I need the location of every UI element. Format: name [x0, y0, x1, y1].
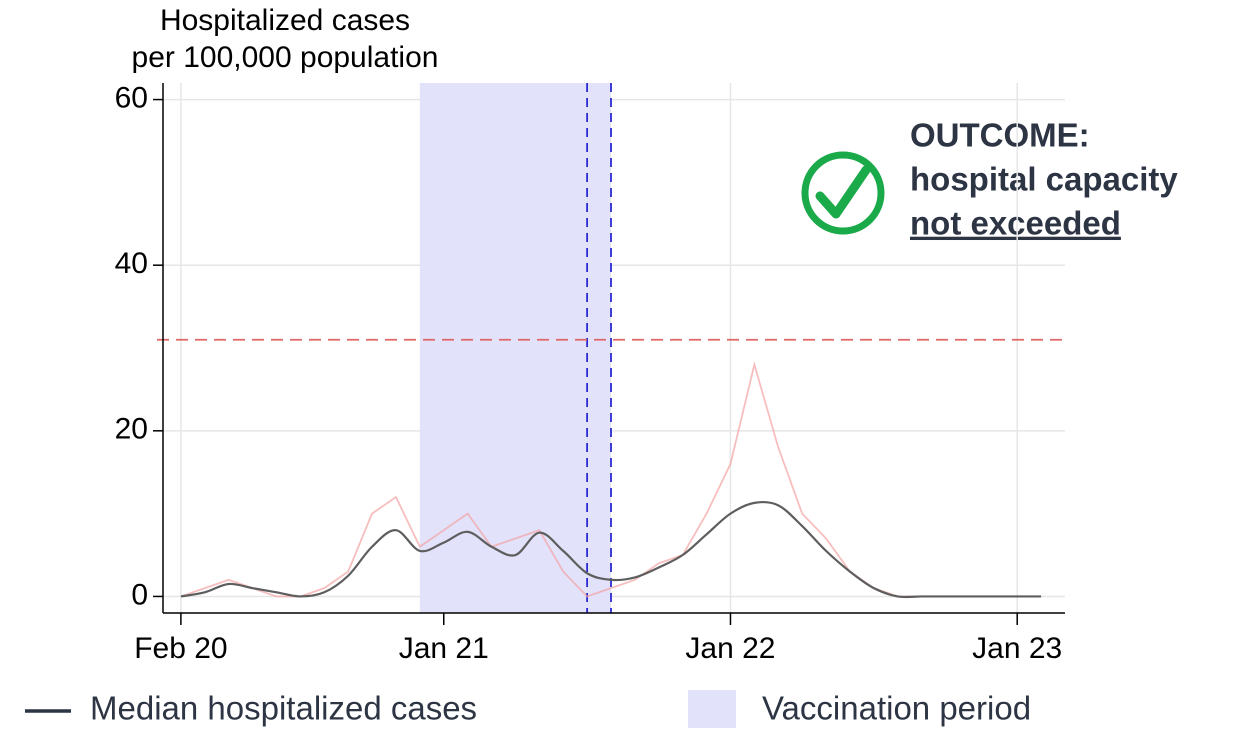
legend-label: Vaccination period — [762, 690, 1031, 727]
y-tick-label: 0 — [131, 578, 148, 611]
vaccination-span — [419, 83, 611, 613]
y-axis-title: Hospitalized cases — [160, 4, 410, 37]
annotation: hospital capacity — [910, 161, 1178, 198]
plot — [157, 83, 1065, 613]
y-tick-label: 40 — [115, 247, 148, 280]
annotation: not exceeded — [910, 205, 1121, 242]
observed-line — [180, 361, 946, 598]
annotation: OUTCOME: — [910, 117, 1090, 154]
x-tick-label: Jan 21 — [399, 632, 489, 665]
y-tick-label: 20 — [115, 413, 148, 446]
legend-swatch — [688, 690, 736, 728]
outcome-icon — [801, 151, 885, 235]
legend-label: Median hospitalized cases — [90, 690, 477, 727]
x-tick-label: Feb 20 — [134, 632, 227, 665]
x-tick-label: Jan 23 — [972, 632, 1062, 665]
y-tick-label: 60 — [115, 81, 148, 114]
y-axis-title: per 100,000 population — [132, 41, 439, 74]
x-tick-label: Jan 22 — [685, 632, 775, 665]
median-line — [180, 500, 1042, 599]
